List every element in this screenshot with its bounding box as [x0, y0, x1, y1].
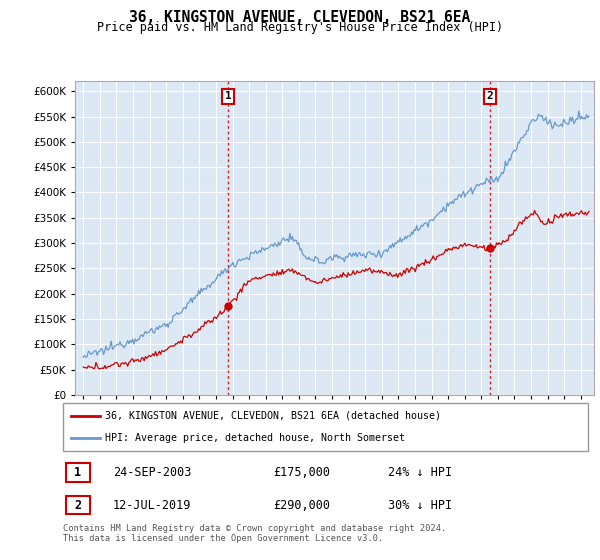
- Text: 24% ↓ HPI: 24% ↓ HPI: [389, 465, 452, 479]
- Text: HPI: Average price, detached house, North Somerset: HPI: Average price, detached house, Nort…: [105, 433, 405, 444]
- Text: 12-JUL-2019: 12-JUL-2019: [113, 498, 191, 512]
- Text: 2: 2: [74, 498, 81, 512]
- Text: 30% ↓ HPI: 30% ↓ HPI: [389, 498, 452, 512]
- Text: 36, KINGSTON AVENUE, CLEVEDON, BS21 6EA (detached house): 36, KINGSTON AVENUE, CLEVEDON, BS21 6EA …: [105, 410, 441, 421]
- Text: 2: 2: [487, 91, 494, 101]
- Text: 24-SEP-2003: 24-SEP-2003: [113, 465, 191, 479]
- Text: 1: 1: [224, 91, 232, 101]
- Text: £290,000: £290,000: [273, 498, 330, 512]
- Text: 1: 1: [74, 465, 81, 479]
- Text: £175,000: £175,000: [273, 465, 330, 479]
- FancyBboxPatch shape: [66, 496, 89, 515]
- FancyBboxPatch shape: [63, 403, 588, 451]
- FancyBboxPatch shape: [66, 463, 89, 482]
- Text: 36, KINGSTON AVENUE, CLEVEDON, BS21 6EA: 36, KINGSTON AVENUE, CLEVEDON, BS21 6EA: [130, 10, 470, 25]
- Text: Price paid vs. HM Land Registry's House Price Index (HPI): Price paid vs. HM Land Registry's House …: [97, 21, 503, 34]
- Text: Contains HM Land Registry data © Crown copyright and database right 2024.
This d: Contains HM Land Registry data © Crown c…: [63, 524, 446, 543]
